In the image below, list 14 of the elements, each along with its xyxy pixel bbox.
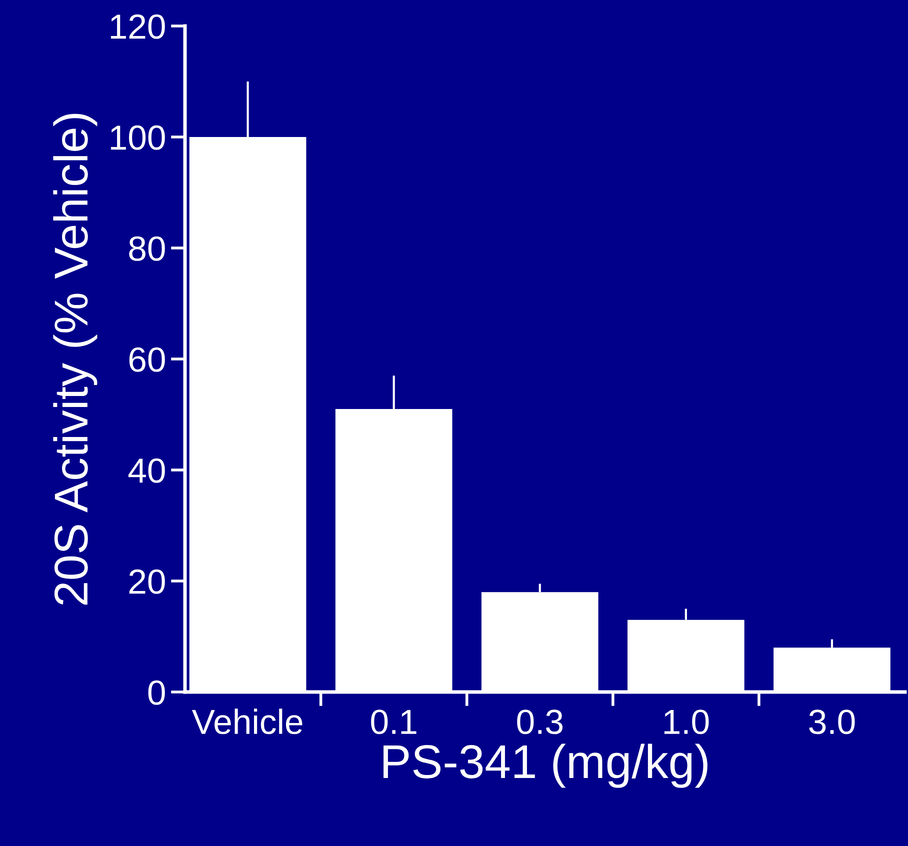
x-tick-label: 3.0 (809, 710, 855, 734)
x-tick-label: 0.3 (517, 710, 562, 734)
x-axis-title: PS-341 (mg/kg) (384, 744, 708, 788)
y-tick-label: 60 (129, 347, 165, 372)
y-tick-label: 80 (129, 236, 165, 261)
x-tick-label: 1.0 (664, 710, 709, 734)
y-tick-label: 20 (129, 569, 165, 594)
y-tick-label: 100 (110, 125, 165, 150)
y-axis-title: 20S Activity (% Vehicle) (53, 114, 98, 605)
x-tick-label: Vehicle (192, 708, 302, 734)
y-tick-label: 0 (148, 680, 165, 705)
y-tick-label: 40 (128, 458, 165, 483)
y-tick-label: 120 (110, 14, 165, 39)
x-tick-label: 0.1 (371, 710, 416, 734)
